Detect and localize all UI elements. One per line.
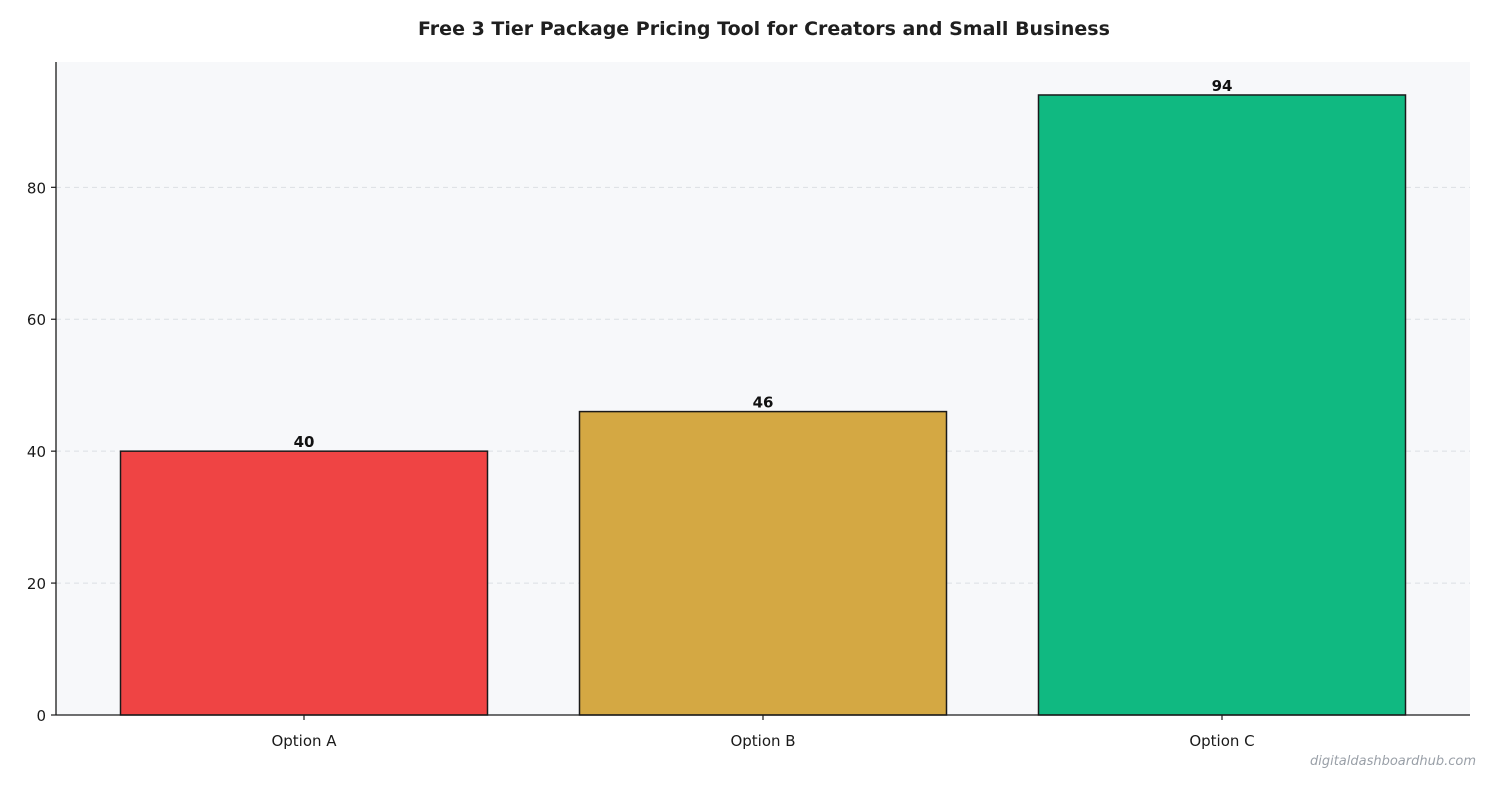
y-tick-label: 20 [27, 575, 46, 593]
chart-title: Free 3 Tier Package Pricing Tool for Cre… [418, 18, 1110, 40]
x-tick-label: Option B [730, 732, 795, 750]
x-tick-label: Option A [271, 732, 337, 750]
bar-value-label: 46 [753, 394, 774, 412]
bar-value-label: 40 [294, 433, 315, 451]
bar-value-label: 94 [1212, 77, 1233, 95]
bars [119, 94, 1407, 716]
watermark-text: digitaldashboardhub.com [1310, 754, 1476, 769]
x-tick-label: Option C [1189, 732, 1254, 750]
y-tick-label: 40 [27, 443, 46, 461]
y-tick-label: 80 [27, 179, 46, 197]
bar-option-a [119, 450, 489, 716]
y-tick-label: 60 [27, 311, 46, 329]
axes: 0 20 40 60 80 Option A Option B Option C [27, 62, 1470, 750]
y-tick-label: 0 [36, 707, 46, 725]
bar-option-c [1037, 94, 1407, 716]
bar-value-labels: 40 46 94 [294, 77, 1233, 451]
bar-option-b [578, 410, 948, 716]
